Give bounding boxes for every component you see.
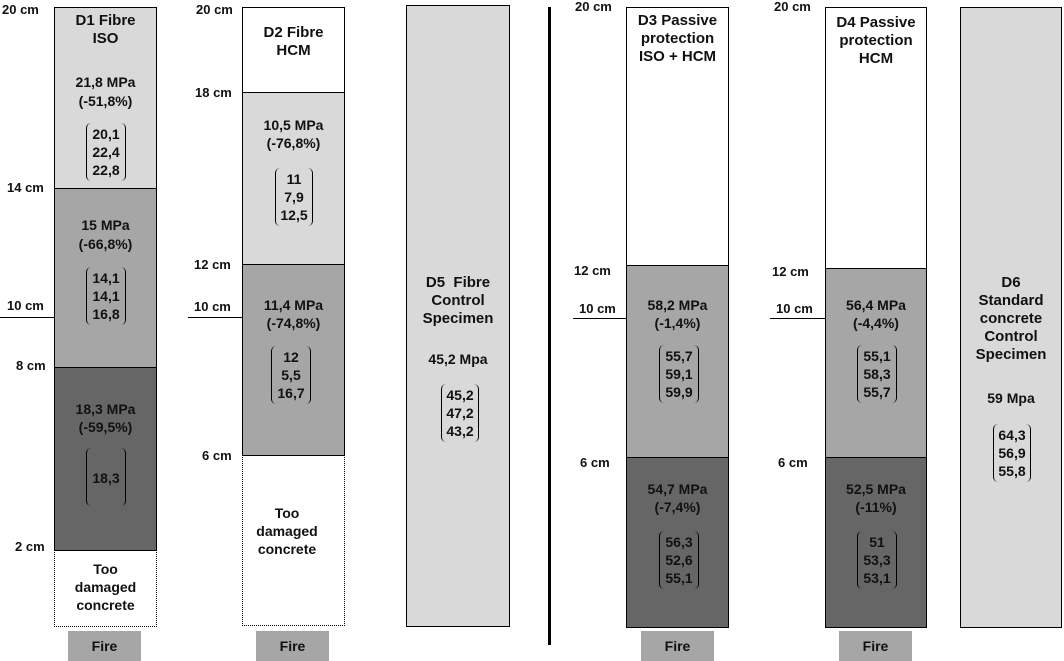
d2-seg2-bracket [271, 346, 311, 404]
d6-title: D6 Standard concrete Control Specimen [975, 274, 1047, 363]
d3-segment-top [626, 7, 729, 266]
d2-damaged-label: Too damaged concrete [256, 505, 318, 557]
d1-fire-label: Fire [68, 631, 141, 661]
d1-segment-middle [54, 188, 157, 368]
d6-values: 64,3 56,9 55,8 [998, 427, 1026, 479]
d4-seg1-pct: (-4,4%) [853, 315, 899, 331]
d1-title: D1 Fibre ISO [75, 12, 136, 47]
d4-seg2-bracket [857, 531, 897, 589]
d2-tick-18cm: 18 cm [195, 85, 232, 100]
d2-tick-10cm: 10 cm [194, 299, 231, 314]
d3-seg1-pct: (-1,4%) [654, 315, 701, 331]
d5-title: D5 Fibre Control Specimen [422, 274, 494, 327]
d3-seg1-bracket [659, 345, 699, 403]
d3-seg2-values: 56,3 52,6 55,1 [665, 534, 693, 586]
d4-tick-20cm: 20 cm [774, 0, 811, 14]
d2-10cm-line [188, 317, 243, 318]
d1-seg3-values: 18,3 [92, 470, 120, 486]
d4-seg1-values: 55,1 58,3 55,7 [863, 348, 891, 400]
d1-seg3-pct: (-59,5%) [78, 419, 133, 435]
d5-specimen [406, 5, 510, 627]
d5-values: 45,2 47,2 43,2 [446, 387, 474, 439]
d3-tick-12cm: 12 cm [574, 263, 611, 278]
d3-seg2-mpa: 54,7 MPa [647, 481, 708, 497]
d1-seg2-bracket [86, 267, 126, 325]
d3-seg1-mpa: 58,2 MPa [647, 297, 708, 313]
d1-damaged-zone [54, 550, 157, 627]
d1-segment-bottom [54, 367, 157, 551]
d3-seg1-values: 55,7 59,1 59,9 [665, 348, 693, 400]
d1-seg2-values: 14,1 14,1 16,8 [92, 270, 120, 322]
d2-seg1-values: 11 7,9 12,5 [280, 171, 308, 223]
d2-damaged-zone [242, 455, 345, 626]
d4-fire-label: Fire [839, 631, 912, 661]
d3-seg2-bracket [659, 531, 699, 589]
d1-seg3-mpa: 18,3 MPa [75, 401, 136, 417]
d1-tick-20cm: 20 cm [2, 2, 39, 17]
d3-seg2-pct: (-7,4%) [654, 499, 701, 515]
d1-seg2-mpa: 15 MPa [81, 217, 130, 233]
d4-segment-bottom [825, 457, 927, 628]
d3-tick-6cm: 6 cm [580, 455, 610, 470]
d2-segment-upper [242, 92, 345, 265]
d4-tick-6cm: 6 cm [778, 455, 808, 470]
group-divider [548, 7, 551, 645]
d4-segment-top [825, 7, 927, 269]
d1-seg1-bracket [86, 123, 126, 181]
d3-10cm-line [573, 318, 628, 319]
d4-segment-middle [825, 268, 927, 458]
d2-seg1-mpa: 10,5 MPa [263, 117, 324, 133]
d3-tick-20cm: 20 cm [575, 0, 612, 14]
d3-tick-10cm: 10 cm [579, 301, 616, 316]
d4-10cm-line [770, 318, 825, 319]
d4-title: D4 Passive protection HCM [836, 14, 916, 67]
d1-tick-2cm: 2 cm [15, 539, 45, 554]
d2-seg1-bracket [275, 168, 313, 226]
d1-tick-10cm: 10 cm [7, 298, 44, 313]
d4-seg1-bracket [857, 345, 897, 403]
d4-seg2-values: 51 53,3 53,1 [863, 534, 891, 586]
d2-tick-6cm: 6 cm [202, 448, 232, 463]
d1-seg1-pct: (-51,8%) [78, 93, 133, 109]
d1-seg1-values: 20,1 22,4 22,8 [92, 126, 120, 178]
d1-seg2-pct: (-66,8%) [78, 236, 133, 252]
d1-damaged-label: Too damaged concrete [74, 561, 137, 613]
d2-fire-label: Fire [256, 631, 329, 661]
d2-segment-lower [242, 264, 345, 456]
d3-fire-label: Fire [641, 631, 714, 661]
d1-10cm-line [0, 317, 55, 318]
d6-bracket [993, 424, 1031, 482]
d6-specimen [960, 7, 1062, 628]
d4-tick-12cm: 12 cm [772, 264, 809, 279]
d3-title: D3 Passive protection ISO + HCM [637, 12, 718, 65]
d2-title: D2 Fibre HCM [263, 24, 324, 59]
d5-bracket [441, 384, 479, 442]
d1-seg3-bracket [86, 448, 126, 506]
d2-seg2-mpa: 11,4 MPa [263, 297, 324, 313]
d5-mpa: 45,2 Mpa [428, 351, 488, 367]
d1-tick-8cm: 8 cm [16, 358, 46, 373]
d2-seg2-values: 12 5,5 16,7 [277, 349, 305, 401]
d4-seg2-mpa: 52,5 MPa [846, 481, 906, 497]
d1-tick-14cm: 14 cm [7, 180, 44, 195]
d6-mpa: 59 Mpa [987, 390, 1035, 406]
d4-seg2-pct: (-11%) [855, 499, 897, 515]
d4-seg1-mpa: 56,4 MPa [846, 297, 906, 313]
d2-segment-top [242, 7, 345, 93]
d2-seg2-pct: (-74,8%) [266, 315, 321, 331]
d1-seg1-mpa: 21,8 MPa [75, 74, 136, 90]
d3-segment-bottom [626, 457, 729, 628]
d3-segment-middle [626, 265, 729, 458]
d4-tick-10cm: 10 cm [776, 301, 813, 316]
d2-tick-12cm: 12 cm [194, 257, 231, 272]
d2-tick-20cm: 20 cm [196, 2, 233, 17]
d2-seg1-pct: (-76,8%) [266, 135, 321, 151]
